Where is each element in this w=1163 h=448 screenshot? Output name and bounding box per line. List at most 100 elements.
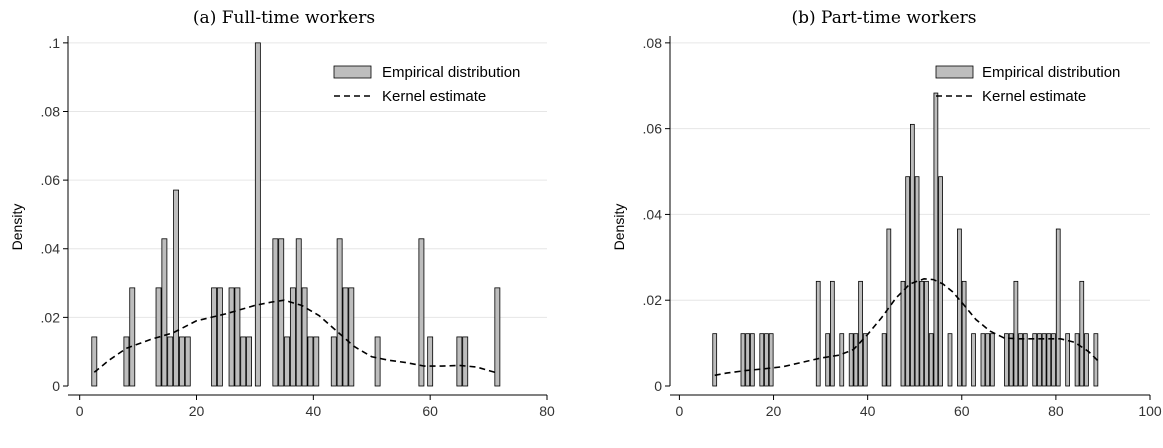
histogram-bar — [924, 280, 929, 387]
grid — [68, 42, 547, 318]
histogram-bar — [750, 333, 755, 387]
histogram-bar — [278, 238, 285, 387]
y-tick-label: .02 — [41, 309, 61, 325]
y-tick-label: .04 — [643, 206, 663, 222]
histogram-bar — [815, 280, 821, 387]
histogram-bar — [173, 189, 179, 387]
kernel-estimate-line — [714, 277, 1099, 377]
x-tick-label: 0 — [76, 403, 84, 419]
y-tick-label: 0 — [654, 378, 662, 394]
histogram-bar — [919, 280, 925, 387]
legend-swatch-histogram — [935, 65, 974, 79]
panel-title: (a) Full-time workers — [193, 8, 375, 28]
y-axis-label: Density — [9, 204, 25, 251]
histogram-bar — [858, 280, 863, 387]
x-tick-label: 80 — [1048, 403, 1064, 419]
histogram-bar — [1018, 333, 1023, 387]
x-tick-label: 80 — [539, 403, 555, 419]
grid — [670, 42, 1150, 301]
histogram-bar — [234, 287, 241, 387]
x-tick-label: 60 — [422, 403, 438, 419]
histogram-bar — [456, 336, 463, 387]
x-tick-label: 40 — [306, 403, 322, 419]
y-axis-label: Density — [611, 204, 627, 251]
histogram-bar — [284, 336, 290, 387]
histogram-bar — [928, 333, 934, 387]
x-tick-label: 20 — [189, 403, 205, 419]
histogram-bar — [853, 333, 859, 387]
x-tick-label: 60 — [954, 403, 970, 419]
panel-title: (b) Part-time workers — [791, 8, 976, 28]
histogram-bar — [825, 333, 830, 387]
panel-part-time: (b) Part-time workers Density 0 .02 .04 .06… — [611, 8, 1162, 419]
histogram-bar — [745, 333, 750, 387]
histogram-bar — [1084, 333, 1089, 387]
x-tick-label: 40 — [860, 403, 876, 419]
axes: 0 .02 .04 .06 .08 .1 0 20 40 60 80 — [41, 35, 555, 419]
histogram-bar — [494, 287, 501, 387]
histogram-bar — [862, 333, 868, 387]
histogram-bar — [1004, 333, 1009, 387]
x-tick-label: 20 — [766, 403, 782, 419]
y-tick-label: .08 — [41, 103, 61, 119]
histogram-bar — [768, 333, 774, 387]
histogram-bar — [418, 238, 425, 387]
histogram-bar — [839, 333, 845, 387]
histogram-bar — [947, 333, 953, 387]
histogram-bar — [178, 336, 185, 387]
histogram-bar — [985, 333, 990, 387]
histogram-bar — [764, 333, 769, 387]
histogram-bar — [254, 42, 261, 387]
y-tick-label: .06 — [643, 121, 663, 137]
histogram-bar — [830, 280, 835, 387]
histogram-bar — [272, 238, 279, 387]
histogram-bars — [712, 92, 1099, 387]
histogram-bar — [1032, 333, 1038, 387]
histogram-bar — [1041, 333, 1047, 387]
histogram-bar — [216, 287, 223, 387]
histogram-bar — [1037, 333, 1042, 387]
histogram-bar — [971, 333, 976, 387]
histogram-bar — [330, 336, 337, 387]
histogram-bar — [246, 336, 253, 387]
kernel-estimate-line — [93, 299, 498, 374]
histogram-bar — [740, 333, 746, 387]
histogram-bar — [374, 336, 381, 387]
panel-full-time: (a) Full-time workers Density 0 .02 .04 .06… — [9, 8, 555, 419]
legend-swatch-histogram — [333, 65, 372, 79]
histogram-bar — [938, 176, 943, 387]
histogram-bar — [1065, 333, 1070, 387]
histogram-bar — [313, 336, 320, 387]
y-tick-label: .08 — [643, 35, 663, 51]
histogram-bar — [123, 336, 130, 387]
legend-label: Empirical distribution — [982, 64, 1120, 81]
legend: Empirical distribution Kernel estimate — [333, 64, 520, 105]
histogram-bar — [1013, 280, 1019, 387]
kernel-line — [93, 299, 498, 374]
histogram-bar — [1022, 333, 1028, 387]
legend-label: Kernel estimate — [982, 88, 1086, 105]
y-tick-label: .02 — [643, 292, 663, 308]
histogram-bar — [957, 228, 962, 387]
histogram-bar — [1074, 333, 1080, 387]
histogram-bar — [1079, 280, 1085, 387]
histogram-bar — [167, 336, 174, 387]
y-tick-label: 0 — [52, 378, 60, 394]
histogram-bar — [848, 333, 854, 387]
histogram-bar — [712, 333, 718, 387]
histogram-bar — [211, 287, 217, 387]
histogram-bar — [342, 287, 349, 387]
histogram-bar — [759, 333, 765, 387]
histogram-bar — [990, 333, 995, 387]
histogram-bar — [427, 336, 434, 387]
histogram-bar — [980, 333, 986, 387]
histogram-bar — [462, 336, 469, 387]
histogram-bar — [301, 287, 308, 387]
kernel-line — [714, 277, 1099, 377]
histogram-bar — [1055, 228, 1061, 387]
axes: 0 .02 .04 .06 .08 0 20 40 60 80 100 — [643, 35, 1162, 419]
histogram-bar — [240, 336, 247, 387]
histogram-bar — [307, 336, 314, 387]
histogram-bar — [905, 176, 910, 387]
